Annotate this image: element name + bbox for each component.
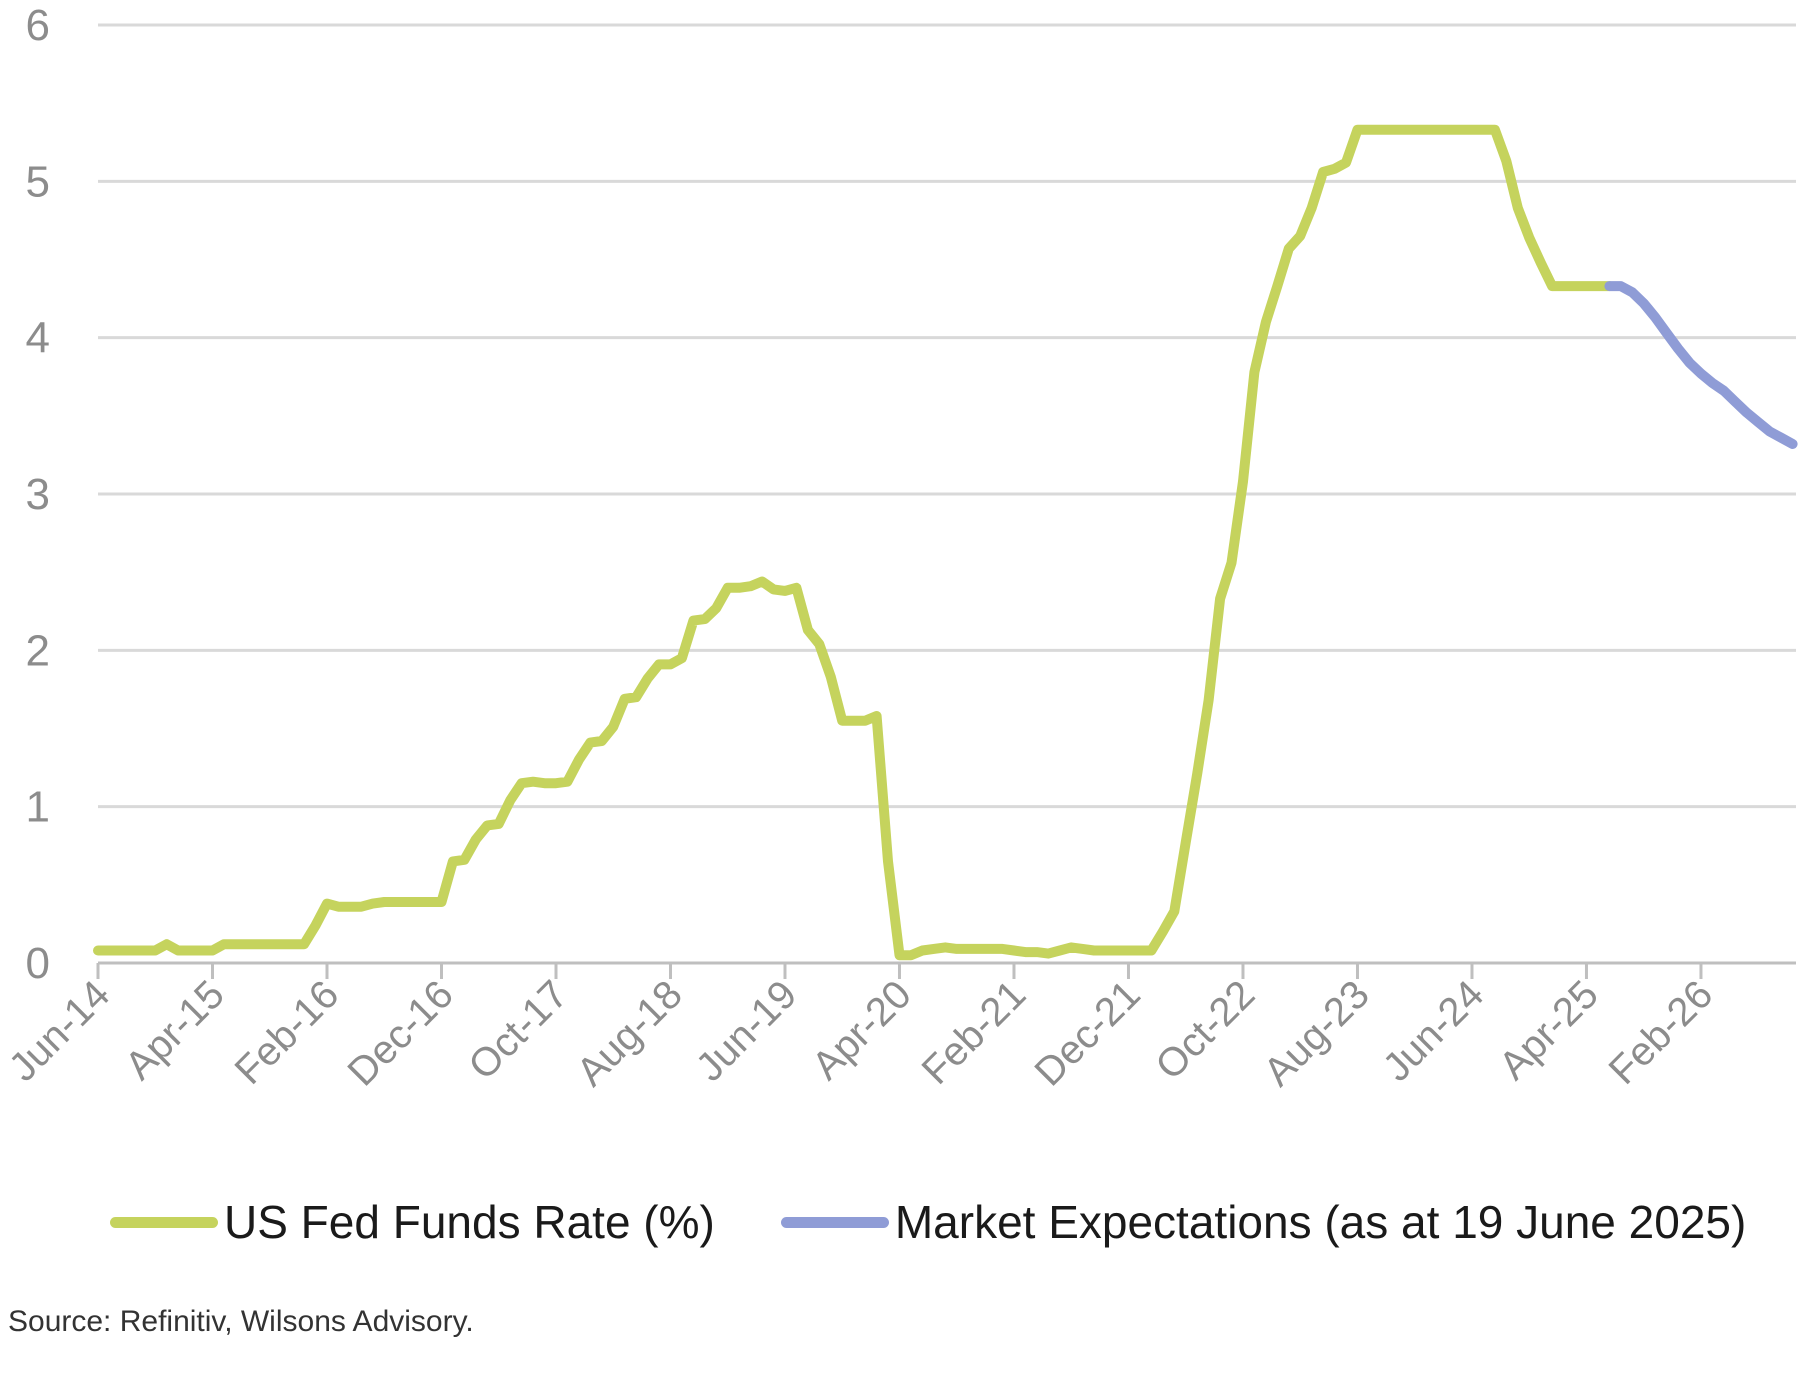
y-tick-label: 0 <box>26 939 50 988</box>
gridlines <box>98 23 1796 809</box>
source-note: Source: Refinitiv, Wilsons Advisory. <box>8 1305 474 1338</box>
y-tick-label: 6 <box>26 1 50 50</box>
series-line-fed-funds-rate <box>93 124 1615 961</box>
x-tick-label: Feb-21 <box>914 972 1035 1093</box>
legend-item-market-expectations: Market Expectations (as at 19 June 2025) <box>780 1195 1747 1249</box>
y-tick-label: 4 <box>26 314 50 363</box>
legend-label-market-expectations: Market Expectations (as at 19 June 2025) <box>894 1196 1747 1248</box>
y-tick-label: 3 <box>26 470 50 519</box>
x-tick-label: Jun-14 <box>1 972 119 1090</box>
x-tick-label: Dec-16 <box>340 972 462 1094</box>
legend: US Fed Funds Rate (%) Market Expectation… <box>110 1195 1800 1249</box>
x-tick-label: Apr-15 <box>117 972 233 1088</box>
y-tick-label: 5 <box>26 157 50 206</box>
x-axis-ticks: Jun-14Apr-15Feb-16Dec-16Oct-17Aug-18Jun-… <box>1 963 1722 1095</box>
y-tick-label: 2 <box>26 626 50 675</box>
x-tick-label: Feb-26 <box>1601 972 1722 1093</box>
legend-item-fed-funds: US Fed Funds Rate (%) <box>110 1195 715 1249</box>
series-line-market-expectations <box>1604 281 1798 449</box>
x-tick-label: Oct-22 <box>1147 972 1263 1088</box>
x-tick-label: Apr-25 <box>1491 972 1607 1088</box>
x-tick-label: Dec-21 <box>1027 972 1149 1094</box>
x-tick-label: Oct-17 <box>460 972 576 1088</box>
legend-label-fed-funds: US Fed Funds Rate (%) <box>224 1196 715 1248</box>
legend-swatch-market-expectations <box>780 1216 889 1228</box>
x-tick-label: Jun-24 <box>1375 972 1493 1090</box>
series-lines <box>93 124 1798 961</box>
x-tick-label: Feb-16 <box>227 972 348 1093</box>
y-tick-label: 1 <box>26 783 50 832</box>
x-tick-label: Aug-18 <box>569 972 691 1094</box>
x-tick-label: Jun-19 <box>688 972 806 1090</box>
y-axis-ticks: 0 1 2 3 4 5 6 <box>26 1 50 988</box>
legend-swatch-fed-funds <box>110 1216 218 1228</box>
x-tick-label: Aug-23 <box>1256 972 1378 1094</box>
x-tick-label: Apr-20 <box>804 972 920 1088</box>
